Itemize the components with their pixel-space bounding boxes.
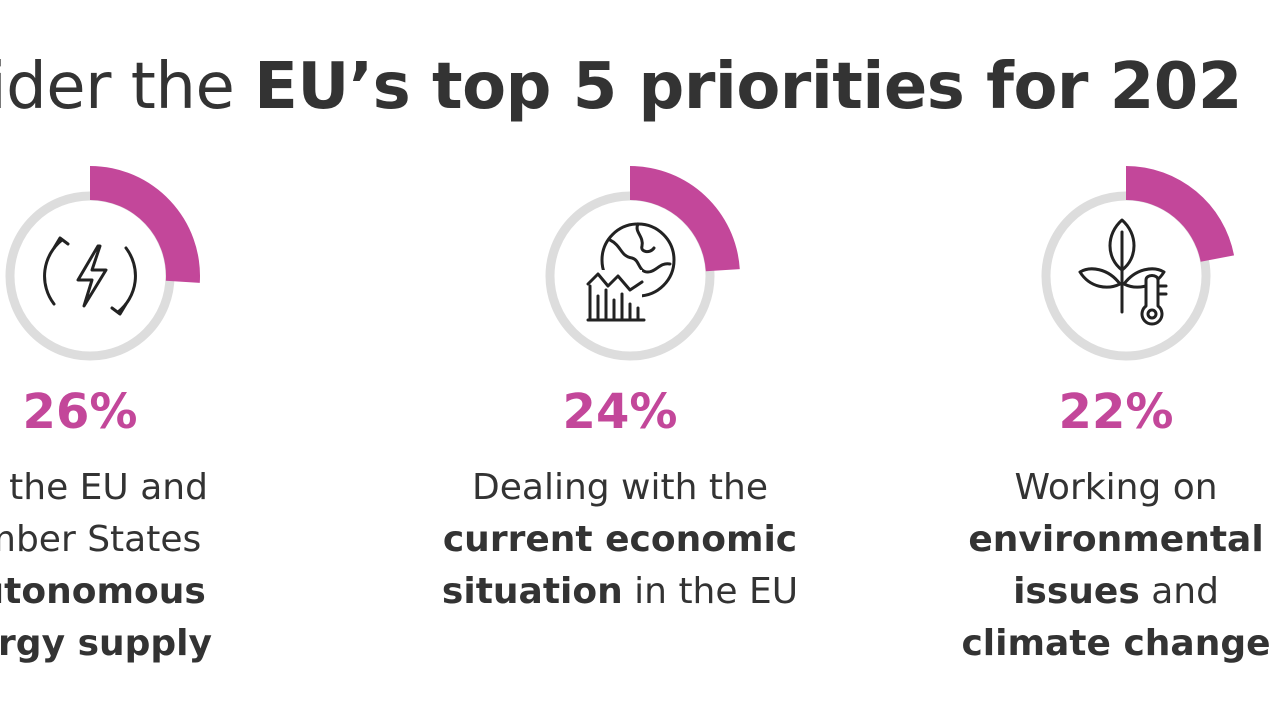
description-emphasis: environmental [968,519,1264,560]
description-emphasis: issues [1013,571,1140,612]
description-line: current economic [410,514,830,566]
description-line: situation in the EU [410,566,830,618]
description-line: nergy supply [0,618,290,670]
ring-progress [1126,166,1235,262]
priority-description: Working on environmental issues and climate… [906,462,1280,670]
priority-item-energy: 26% ng the EU andember Statesautonomousn… [0,0,290,720]
description-line: ember States [0,514,290,566]
description-line: environmental [906,514,1280,566]
percent-value: 26% [22,384,138,440]
description-emphasis: nergy supply [0,623,212,664]
description-text: Working on [1014,467,1218,508]
description-line: issues and [906,566,1280,618]
description-emphasis: autonomous [0,571,206,612]
globe-economy-chart-icon [586,222,676,322]
ring-progress [90,166,200,283]
description-line: climate change [906,618,1280,670]
description-text: ng the EU and [0,467,208,508]
priority-item-economy: 24% Dealing with the current economic situ… [410,0,830,720]
description-line: Working on [906,462,1280,514]
description-text: in the EU [622,571,799,612]
priority-description: ng the EU and ember States autonomous nergy… [0,462,290,670]
percent-ring [0,166,200,366]
plant-thermometer-icon [1078,218,1168,326]
ring-progress [630,166,740,272]
description-text: Dealing with the [472,467,768,508]
description-text: ember States [0,519,202,560]
heading-lead: sider the [0,50,235,124]
description-line: Dealing with the [410,462,830,514]
description-emphasis: situation [441,571,623,612]
priority-item-environment: 22% Working on environmental issues and cli… [906,0,1280,720]
description-emphasis: current economic [442,519,798,560]
description-line: ng the EU and [0,462,290,514]
energy-bolt-icon [43,236,137,316]
percent-value: 24% [562,384,678,440]
page-heading: sider the EU’s top 5 priorities for 202 [0,44,1280,134]
description-line: autonomous [0,566,290,618]
percent-ring [1016,166,1235,366]
percent-value: 22% [1058,384,1174,440]
percent-ring [520,166,740,366]
priority-description: Dealing with the current economic situatio… [410,462,830,618]
heading-emphasis: EU’s top 5 priorities for 202 [254,50,1242,124]
description-text: and [1139,571,1219,612]
description-emphasis: climate change [961,623,1271,664]
